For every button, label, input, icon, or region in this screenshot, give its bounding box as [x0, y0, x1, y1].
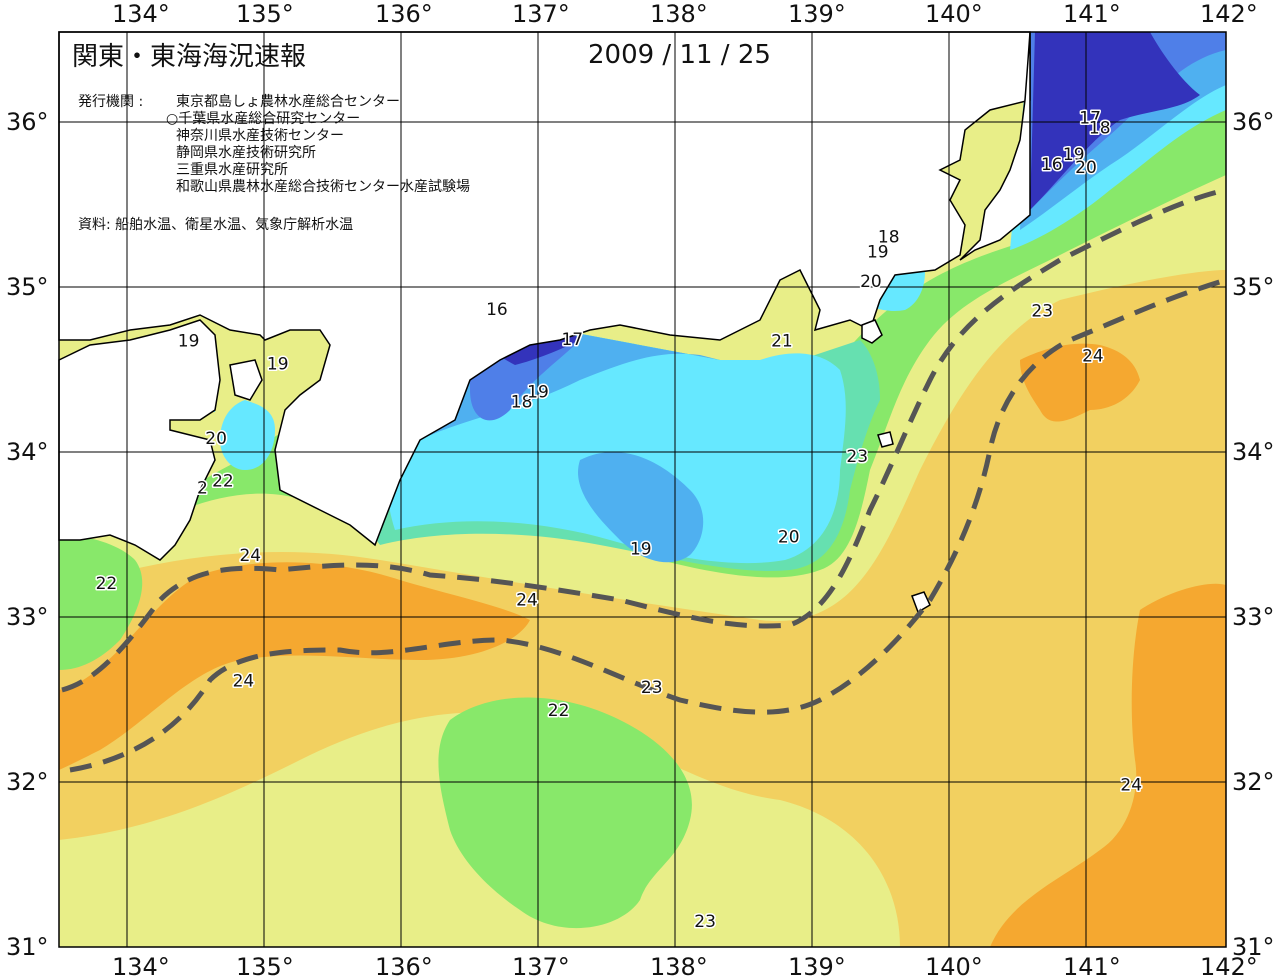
contour-label: 22	[548, 701, 570, 721]
longitude-axis-top: 134° 135° 136° 137° 138° 139° 140° 141° …	[112, 0, 1258, 28]
contour-label: 21	[771, 331, 793, 351]
lon-label-top: 137°	[512, 0, 570, 28]
contour-label: 18	[511, 392, 533, 412]
lon-label-top: 140°	[925, 0, 983, 28]
publisher-item: 三重県水産研究所	[176, 162, 288, 178]
lon-label-top: 138°	[650, 0, 708, 28]
land-boso-north	[959, 31, 1031, 261]
latitude-axis-right: 36° 35° 34° 33° 32° 31°	[1232, 108, 1275, 961]
contour-label: 2	[197, 478, 208, 498]
lon-label-bottom: 139°	[788, 953, 846, 980]
lat-label-right: 34°	[1232, 438, 1275, 466]
contour-label: 20	[205, 429, 227, 449]
lon-label-bottom: 138°	[650, 953, 708, 980]
lon-label-bottom: 134°	[112, 953, 170, 980]
contour-label: 24	[1082, 346, 1104, 366]
sea-band-18-core	[578, 451, 704, 563]
lat-label-right: 31°	[1232, 933, 1275, 961]
lon-label-top: 135°	[236, 0, 294, 28]
contour-label: 22	[212, 472, 234, 492]
contour-label: 19	[527, 383, 549, 403]
lon-label-bottom: 142°	[1200, 953, 1258, 980]
contour-label: 23	[846, 447, 868, 467]
lon-label-top: 139°	[788, 0, 846, 28]
publisher-item: 東京都島しょ農林水産総合センター	[176, 94, 400, 110]
contour-label: 24	[233, 671, 255, 691]
lat-label-right: 32°	[1232, 768, 1275, 796]
map-title: 関東・東海海況速報	[72, 42, 306, 72]
contour-label: 19	[1063, 145, 1085, 165]
contour-label: 24	[516, 590, 538, 610]
contour-label: 24	[239, 546, 261, 566]
contour-label: 19	[267, 355, 289, 375]
publisher-item: 和歌山県農林水産総合技術センター水産試験場	[176, 179, 470, 195]
contour-label: 20	[1075, 158, 1097, 178]
lon-label-bottom: 141°	[1063, 953, 1121, 980]
lon-label-bottom: 140°	[925, 953, 983, 980]
lat-label-right: 35°	[1232, 273, 1275, 301]
lat-label-right: 36°	[1232, 108, 1275, 136]
data-source: 資料: 船舶水温、衛星水温、気象庁解析水温	[78, 217, 353, 233]
land-shikoku	[58, 319, 221, 561]
contour-label: 18	[1089, 119, 1111, 139]
kuroshio-outer-edge	[69, 277, 1227, 773]
contour-label: 19	[178, 331, 200, 351]
sea-band-24	[59, 270, 1226, 947]
contour-label: 17	[561, 330, 583, 350]
lon-label-bottom: 135°	[236, 953, 294, 980]
latitude-axis-left: 36° 35° 34° 33° 32° 31°	[6, 108, 49, 961]
land-awaji	[229, 359, 263, 401]
contour-label: 20	[860, 272, 882, 292]
kuroshio-inner-edge	[61, 187, 1227, 693]
contour-label: 23	[694, 912, 716, 932]
land-hachijo	[911, 591, 931, 614]
graticule	[59, 32, 1226, 947]
lon-label-top: 134°	[112, 0, 170, 28]
sea-band-25-southeast	[990, 583, 1226, 947]
sea-band-25-northeast	[1020, 343, 1140, 422]
sea-band-22-eddy	[438, 697, 692, 929]
lat-label-left: 36°	[6, 108, 49, 136]
sea-band-22-west	[59, 535, 143, 670]
contour-label: 19	[867, 242, 889, 262]
map-header: 関東・東海海況速報 2009 / 11 / 25 発行機関 : 東京都島しょ農林…	[72, 40, 771, 233]
land-miyake	[877, 431, 894, 448]
lat-label-left: 31°	[6, 933, 49, 961]
map-frame	[58, 31, 1227, 948]
contour-label: 23	[1031, 302, 1053, 322]
land	[58, 31, 1031, 614]
kuroshio-axis	[61, 187, 1227, 773]
sea-band-16-boso	[1030, 32, 1200, 210]
lat-label-left: 35°	[6, 273, 49, 301]
lat-label-left: 34°	[6, 438, 49, 466]
contour-label: 23	[641, 678, 663, 698]
contour-label: 16	[1041, 155, 1063, 175]
contour-label: 19	[630, 539, 652, 559]
publisher-item: 静岡県水産技術研究所	[176, 145, 316, 161]
publisher-item: 神奈川県水産技術センター	[176, 128, 344, 144]
land-izu-oshima	[861, 319, 883, 344]
lat-label-right: 33°	[1232, 603, 1275, 631]
longitude-axis-bottom: 134° 135° 136° 137° 138° 139° 140° 141° …	[112, 953, 1258, 980]
lon-label-top: 136°	[375, 0, 433, 28]
contour-label: 16	[486, 300, 508, 320]
contour-label: 20	[778, 528, 800, 548]
contour-label: 22	[96, 574, 118, 594]
lat-label-left: 33°	[6, 603, 49, 631]
lon-label-bottom: 136°	[375, 953, 433, 980]
lon-label-bottom: 137°	[512, 953, 570, 980]
sea-band-25-west	[59, 562, 530, 770]
map-date: 2009 / 11 / 25	[588, 40, 771, 70]
contour-label: 17	[1079, 109, 1101, 129]
publisher-label: 発行機関 :	[78, 94, 143, 110]
publisher-item: ○千葉県水産総合研究センター	[166, 111, 360, 127]
contour-label: 18	[878, 227, 900, 247]
lon-label-top: 142°	[1200, 0, 1258, 28]
lat-label-left: 32°	[6, 768, 49, 796]
lon-label-top: 141°	[1063, 0, 1121, 28]
contour-label: 24	[1120, 775, 1142, 795]
